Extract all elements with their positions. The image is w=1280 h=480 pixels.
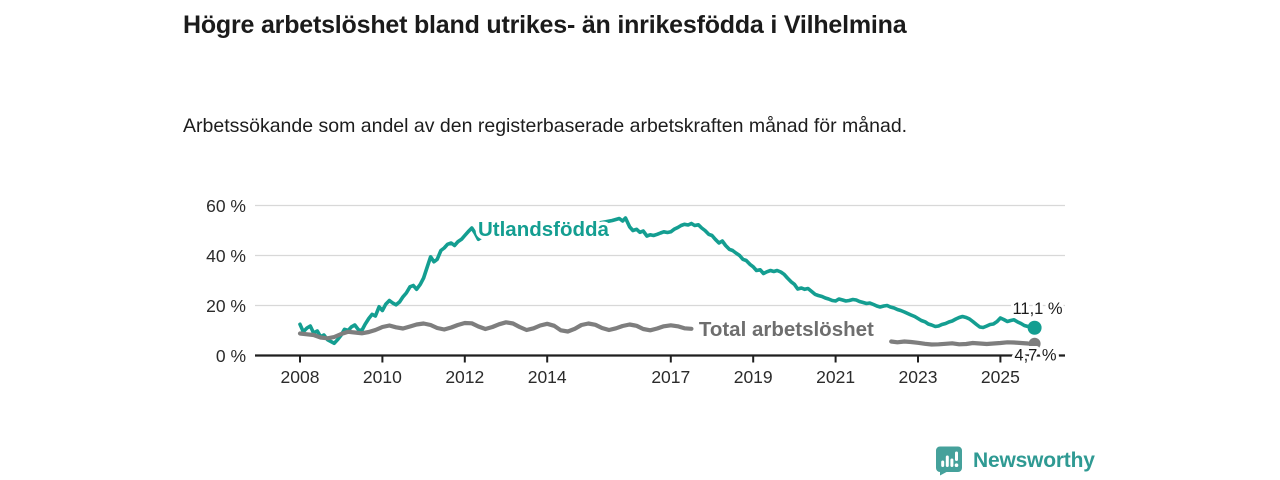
x-axis-tick-label: 2010 [363, 367, 402, 387]
newsworthy-speech-bubble-bar-chart-icon [936, 446, 962, 476]
newsworthy-wordmark: Newsworthy [973, 449, 1095, 472]
x-axis-tick-label: 2025 [981, 367, 1020, 387]
y-axis-tick-label: 0 % [216, 346, 246, 366]
chart-subtitle: Arbetssökande som andel av den registerb… [183, 115, 908, 137]
x-axis-tick-label: 2014 [528, 367, 567, 387]
x-axis-tick-label: 2019 [734, 367, 773, 387]
y-axis-tick-label: 40 % [206, 246, 246, 266]
end-value-label-utlandsf-dda: 11,1 % [1012, 300, 1062, 318]
y-axis-tick-label: 60 % [206, 196, 246, 216]
series-label-utlandsf-dda: Utlandsfödda [478, 218, 610, 241]
y-axis-tick-label: 20 % [206, 296, 246, 316]
x-axis-tick-label: 2023 [899, 367, 938, 387]
x-axis-tick-label: 2017 [651, 367, 690, 387]
x-axis-tick-label: 2012 [445, 367, 484, 387]
series-end-dot-utlandsf-dda [1027, 320, 1042, 335]
end-value-label-total-arbetsl-shet: 4,7 % [1014, 346, 1057, 364]
series-line-total-arbetsl-shet [889, 339, 1037, 347]
series-label-total-arbetsl-shet: Total arbetslöshet [699, 318, 874, 341]
x-axis-tick-label: 2021 [816, 367, 855, 387]
x-axis-tick-label: 2008 [281, 367, 320, 387]
series-line-utlandsf-dda [298, 216, 1037, 346]
series-line-total-arbetsl-shet [297, 320, 694, 341]
series-end-dot-total-arbetsl-shet [1028, 337, 1041, 350]
newsworthy-logo: Newsworthy [935, 446, 1095, 476]
page-title: Högre arbetslöshet bland utrikes- än inr… [183, 11, 907, 39]
